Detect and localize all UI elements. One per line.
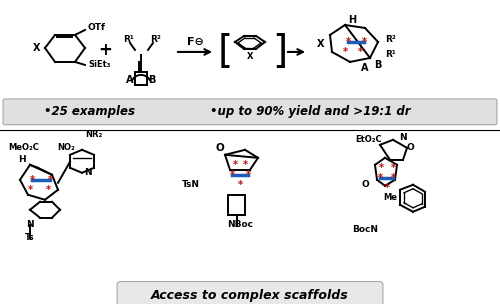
Text: O: O	[406, 143, 414, 152]
Text: [: [	[218, 33, 232, 71]
Text: Access to complex scaffolds: Access to complex scaffolds	[151, 289, 349, 302]
FancyBboxPatch shape	[117, 282, 383, 304]
Text: *: *	[378, 173, 382, 183]
Text: *: *	[242, 160, 248, 170]
Text: NBoc: NBoc	[227, 220, 253, 229]
Text: X: X	[33, 43, 41, 53]
Text: A: A	[126, 75, 134, 85]
Text: N: N	[399, 133, 407, 142]
Text: *: *	[342, 47, 347, 57]
Text: X: X	[247, 52, 254, 61]
Text: N: N	[26, 220, 34, 229]
Text: B: B	[374, 60, 382, 70]
Text: A: A	[361, 63, 369, 73]
Text: *: *	[246, 170, 250, 180]
Text: BocN: BocN	[352, 225, 378, 234]
Text: MeO₂C: MeO₂C	[8, 143, 39, 152]
Text: NO₂: NO₂	[57, 143, 75, 152]
Text: *: *	[230, 170, 234, 180]
Text: *: *	[390, 163, 396, 173]
Text: O: O	[361, 180, 369, 189]
Text: *: *	[346, 37, 350, 47]
Text: EtO₂C: EtO₂C	[355, 135, 382, 144]
Text: *: *	[28, 185, 32, 195]
Text: *: *	[384, 183, 390, 193]
Text: O: O	[216, 143, 224, 153]
FancyBboxPatch shape	[3, 99, 497, 125]
Text: *: *	[48, 175, 52, 185]
Text: B: B	[148, 75, 156, 85]
Text: OTf: OTf	[88, 23, 106, 33]
Text: R¹: R¹	[122, 36, 134, 44]
Text: *: *	[30, 175, 35, 185]
Text: R¹: R¹	[385, 50, 396, 60]
Text: •up to 90% yield and >19:1 dr: •up to 90% yield and >19:1 dr	[210, 105, 410, 118]
Text: TsN: TsN	[182, 180, 200, 189]
Text: *: *	[378, 163, 384, 173]
Text: X: X	[318, 39, 325, 49]
Text: •25 examples: •25 examples	[44, 105, 136, 118]
Text: R²: R²	[385, 36, 396, 44]
Text: Ts: Ts	[25, 233, 35, 242]
Text: NR₂: NR₂	[85, 130, 102, 139]
Text: *: *	[238, 180, 242, 190]
Text: Me: Me	[383, 193, 397, 202]
Text: *: *	[390, 173, 396, 183]
Text: R²: R²	[150, 36, 162, 44]
Text: SiEt₃: SiEt₃	[88, 60, 110, 69]
Text: *: *	[232, 160, 237, 170]
Text: +: +	[98, 41, 112, 59]
Text: H: H	[18, 155, 26, 164]
Text: *: *	[362, 37, 366, 47]
Text: H: H	[348, 15, 356, 25]
Text: F⊖: F⊖	[186, 37, 204, 47]
Text: *: *	[358, 47, 362, 57]
Text: N: N	[84, 168, 92, 177]
Text: ]: ]	[272, 33, 287, 71]
Text: *: *	[46, 185, 51, 195]
